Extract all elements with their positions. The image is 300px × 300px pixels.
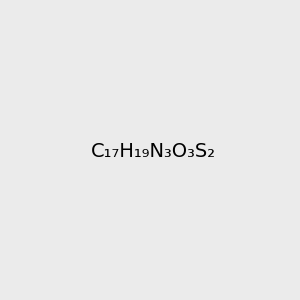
Text: C₁₇H₁₉N₃O₃S₂: C₁₇H₁₉N₃O₃S₂ [91, 142, 216, 161]
